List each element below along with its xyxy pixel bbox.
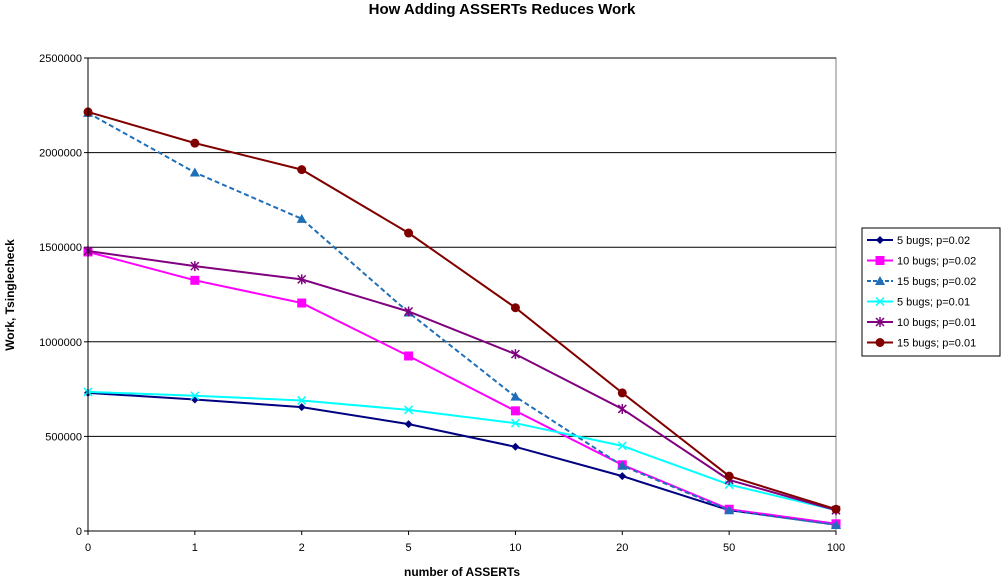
data-point: [190, 138, 200, 148]
chart-title: How Adding ASSERTs Reduces Work: [369, 1, 636, 18]
legend-marker: [875, 338, 885, 347]
legend-label: 5 bugs; p=0.01: [897, 297, 970, 309]
legend-box: [861, 227, 1001, 357]
series-line: [87, 112, 837, 526]
data-point: [190, 275, 200, 285]
data-point: [404, 405, 414, 415]
data-point: [510, 349, 520, 360]
data-point: [510, 391, 521, 401]
data-point: [617, 388, 627, 398]
series-line: [87, 391, 837, 526]
data-point: [297, 165, 307, 175]
data-point: [404, 228, 414, 238]
data-point: [831, 504, 841, 514]
data-point: [618, 472, 627, 481]
x-tick-label: 1: [192, 542, 198, 554]
gridlines: [88, 57, 836, 437]
legend-entry: 5 bugs; p=0.01: [867, 297, 970, 309]
legend-entry: 10 bugs; p=0.02: [867, 256, 976, 268]
data-point: [404, 306, 414, 317]
data-point: [297, 395, 307, 405]
x-axis-ticks: 0 1 2 5 10 20 50 100: [85, 531, 845, 554]
series-line: [87, 250, 837, 512]
data-point: [190, 261, 200, 272]
data-point: [189, 167, 200, 177]
x-tick-label: 100: [827, 542, 845, 554]
y-tick-label: 1500000: [39, 242, 82, 254]
legend-marker: [876, 236, 884, 244]
data-point: [617, 441, 627, 451]
plot-area: [87, 57, 837, 532]
y-tick-label: 1000000: [39, 337, 82, 349]
legend-label: 10 bugs; p=0.02: [897, 256, 976, 268]
data-point: [404, 351, 414, 361]
data-point: [297, 403, 306, 412]
data-point: [511, 442, 520, 451]
x-tick-label: 0: [85, 542, 91, 554]
x-tick-label: 50: [723, 542, 735, 554]
legend-entry: 10 bugs; p=0.01: [867, 317, 976, 329]
y-axis-ticks: 0 500000 1000000 1500000 2000000 2500000: [39, 53, 88, 538]
legend-marker: [875, 296, 885, 307]
x-tick-label: 5: [406, 542, 412, 554]
legend-marker: [875, 256, 885, 265]
y-tick-label: 2500000: [39, 53, 82, 65]
data-point: [297, 274, 307, 285]
y-tick-label: 500000: [45, 431, 82, 443]
data-point: [510, 418, 520, 428]
data-point: [724, 505, 735, 515]
data-point: [510, 406, 520, 416]
data-point: [617, 403, 627, 414]
x-tick-label: 20: [616, 542, 628, 554]
series-line: [87, 110, 837, 511]
x-tick-label: 10: [509, 542, 521, 554]
data-point: [190, 391, 200, 401]
data-point: [617, 460, 628, 470]
legend-label: 10 bugs; p=0.01: [897, 317, 976, 329]
legend-label: 15 bugs; p=0.02: [897, 276, 976, 288]
data-point: [297, 298, 307, 308]
series-layer: [83, 107, 841, 529]
legend-label: 15 bugs; p=0.01: [897, 338, 976, 350]
data-point: [510, 303, 520, 313]
x-tick-label: 2: [299, 542, 305, 554]
x-axis-title: number of ASSERTs: [404, 565, 520, 578]
legend-marker: [875, 317, 885, 327]
series-line: [87, 390, 837, 512]
y-axis-title: Work, Tsinglecheck: [3, 239, 17, 351]
legend-marker: [875, 276, 885, 285]
legend: 5 bugs; p=0.02 10 bugs; p=0.02 15 bugs; p=…: [861, 227, 1001, 357]
legend-entry: 15 bugs; p=0.01: [867, 338, 976, 350]
data-point: [296, 213, 307, 223]
y-tick-label: 2000000: [39, 148, 82, 160]
data-point: [724, 471, 734, 481]
y-tick-label: 0: [76, 526, 82, 538]
legend-label: 5 bugs; p=0.02: [897, 235, 970, 247]
legend-entry: 5 bugs; p=0.02: [867, 235, 970, 247]
data-point: [404, 420, 413, 429]
legend-entry: 15 bugs; p=0.02: [867, 276, 976, 288]
data-point: [831, 519, 841, 529]
